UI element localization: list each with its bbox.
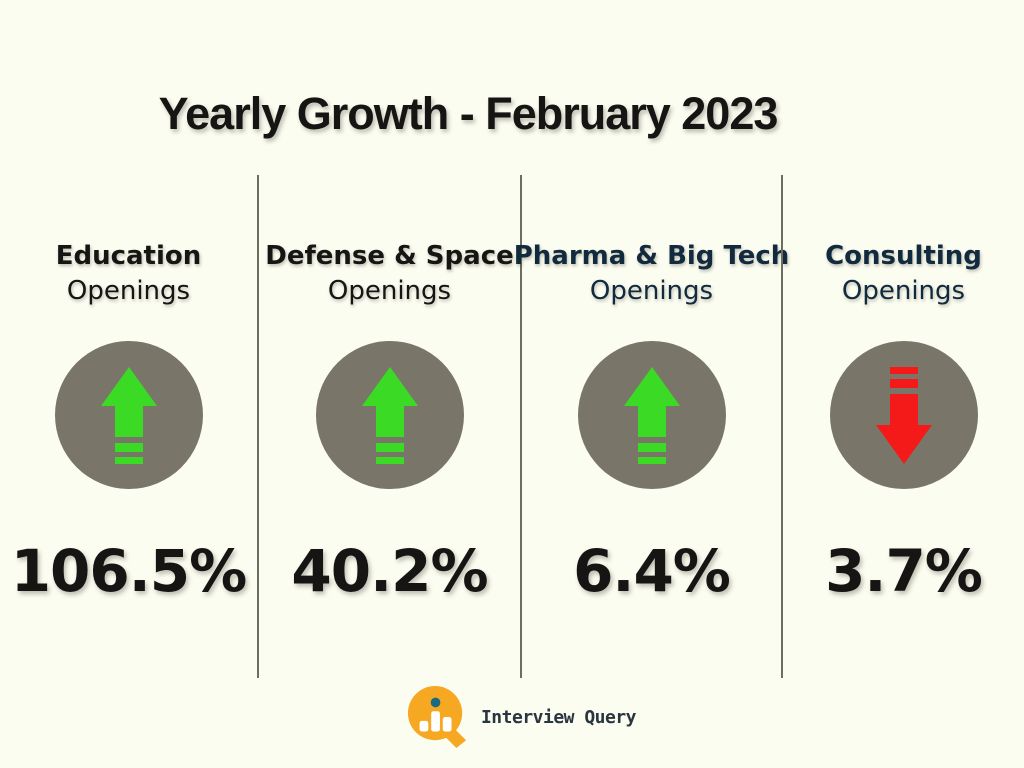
category-label: Defense & Space [265, 241, 514, 271]
page-title: Yearly Growth - February 2023 [158, 88, 779, 139]
category-sublabel: Openings [66, 276, 191, 307]
logo-wordmark: Interview Query [480, 706, 637, 728]
interview-query-logo-icon [407, 686, 467, 748]
down-arrow-icon [875, 366, 932, 464]
trend-circle [315, 341, 464, 490]
growth-columns: Education Openings 106.5% Defense & Spac… [0, 175, 1024, 678]
category-label: Pharma & Big Tech [513, 241, 790, 271]
trend-circle [829, 341, 978, 490]
up-arrow-icon [361, 366, 418, 464]
column-consulting: Consulting Openings 3.7% [781, 175, 1024, 678]
column-pharma-big-tech: Pharma & Big Tech Openings 6.4% [514, 175, 789, 678]
growth-value: 6.4% [573, 537, 731, 606]
trend-circle [577, 341, 726, 490]
up-arrow-icon [100, 366, 157, 464]
category-sublabel: Openings [327, 276, 452, 307]
growth-value: 40.2% [291, 537, 488, 606]
category-label: Consulting [825, 241, 982, 271]
category-label: Education [55, 241, 202, 271]
up-arrow-icon [623, 366, 680, 464]
interview-query-logo: Interview Query [9, 684, 1024, 750]
growth-value: 106.5% [10, 537, 248, 606]
column-education: Education Openings 106.5% [0, 175, 257, 678]
category-sublabel: Openings [841, 276, 966, 307]
column-defense-space: Defense & Space Openings 40.2% [257, 175, 520, 678]
category-sublabel: Openings [589, 276, 714, 307]
growth-value: 3.7% [825, 537, 983, 606]
trend-circle [54, 341, 203, 490]
